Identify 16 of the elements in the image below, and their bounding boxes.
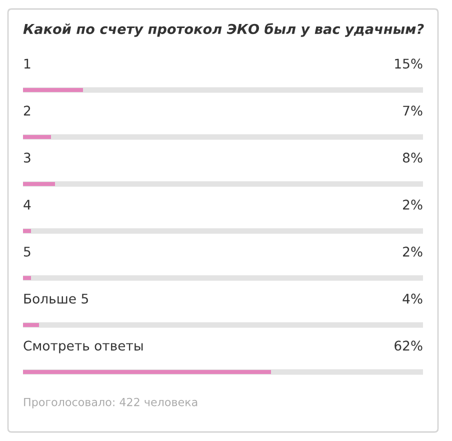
- data-label: 8%: [402, 152, 422, 163]
- data-label: 15%: [395, 58, 422, 69]
- chart-title: Какой по счету протокол ЭКО был у вас удачным?: [23, 23, 424, 37]
- text: Проголосовало: 422 человека: [24, 398, 198, 408]
- data-label: 2%: [403, 246, 422, 257]
- data-label: 62%: [394, 340, 422, 351]
- data-label: 4%: [402, 294, 422, 304]
- y-tick-label: Смотреть ответы: [24, 340, 143, 354]
- data-label: 2%: [403, 200, 422, 210]
- y-tick-label: Больше 5: [24, 294, 88, 304]
- y-tick-label: 2: [24, 106, 30, 116]
- y-tick-label: 4: [24, 200, 31, 210]
- y-tick-label: 5: [24, 246, 30, 257]
- y-tick-label: 3: [24, 152, 30, 163]
- y-tick-label: 1: [24, 58, 30, 68]
- data-label: 7%: [403, 106, 422, 116]
